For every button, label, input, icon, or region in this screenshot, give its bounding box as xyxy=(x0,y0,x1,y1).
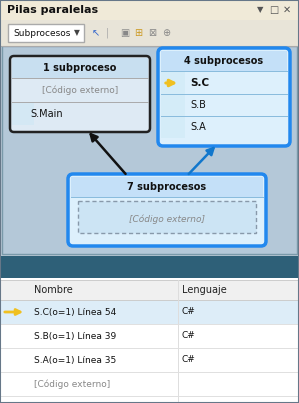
Bar xyxy=(0,256,299,278)
FancyBboxPatch shape xyxy=(78,201,256,233)
Text: 1 subproceso: 1 subproceso xyxy=(43,63,117,73)
Text: Pila de llamadas: Pila de llamadas xyxy=(7,262,104,272)
Text: C#: C# xyxy=(182,332,196,341)
Bar xyxy=(161,94,185,116)
Text: Lenguaje: Lenguaje xyxy=(182,285,227,295)
Bar xyxy=(0,0,299,20)
Bar xyxy=(161,116,185,138)
Text: [Código externo]: [Código externo] xyxy=(34,379,110,389)
Bar xyxy=(161,51,287,71)
Text: ⊠: ⊠ xyxy=(148,28,156,38)
Bar xyxy=(0,348,299,372)
Text: S.B: S.B xyxy=(190,100,206,110)
Text: S.B(o=1) Línea 39: S.B(o=1) Línea 39 xyxy=(34,332,116,341)
Text: □: □ xyxy=(269,5,278,15)
Text: |: | xyxy=(106,28,109,38)
Text: 4 subprocesos: 4 subprocesos xyxy=(184,56,263,66)
Bar xyxy=(0,324,299,348)
Text: Subprocesos: Subprocesos xyxy=(13,29,70,37)
FancyBboxPatch shape xyxy=(158,48,290,146)
Text: ⚲: ⚲ xyxy=(271,262,278,272)
Text: ▼: ▼ xyxy=(257,262,263,272)
Text: ✕: ✕ xyxy=(285,262,293,272)
FancyBboxPatch shape xyxy=(10,56,150,132)
Text: ⊕: ⊕ xyxy=(162,28,170,38)
Bar xyxy=(0,20,299,46)
Bar xyxy=(2,46,297,254)
Text: S.A: S.A xyxy=(190,122,206,132)
Text: ⊞: ⊞ xyxy=(134,28,142,38)
Text: S.Main: S.Main xyxy=(30,109,62,119)
Text: Pilas paralelas: Pilas paralelas xyxy=(7,5,98,15)
Text: ▼: ▼ xyxy=(74,29,80,37)
Text: C#: C# xyxy=(182,355,196,364)
FancyBboxPatch shape xyxy=(68,174,266,246)
Text: S.C: S.C xyxy=(190,78,209,88)
Text: ▼: ▼ xyxy=(257,6,263,15)
Bar xyxy=(12,58,148,78)
Text: C#: C# xyxy=(182,307,196,316)
Text: ↖: ↖ xyxy=(92,28,100,38)
Bar xyxy=(0,300,299,324)
Bar xyxy=(161,72,185,94)
Text: [Código externo]: [Código externo] xyxy=(42,85,118,95)
Text: ▣: ▣ xyxy=(120,28,129,38)
Bar xyxy=(0,278,299,403)
Bar xyxy=(8,24,84,42)
Text: 7 subprocesos: 7 subprocesos xyxy=(127,182,207,192)
Bar xyxy=(12,103,34,125)
Text: Nombre: Nombre xyxy=(34,285,73,295)
Text: S.C(o=1) Línea 54: S.C(o=1) Línea 54 xyxy=(34,307,116,316)
Text: S.A(o=1) Línea 35: S.A(o=1) Línea 35 xyxy=(34,355,116,364)
Bar xyxy=(71,177,263,197)
Bar xyxy=(0,372,299,396)
Bar xyxy=(0,280,299,300)
Text: ✕: ✕ xyxy=(283,5,291,15)
Text: [Código externo]: [Código externo] xyxy=(129,214,205,224)
